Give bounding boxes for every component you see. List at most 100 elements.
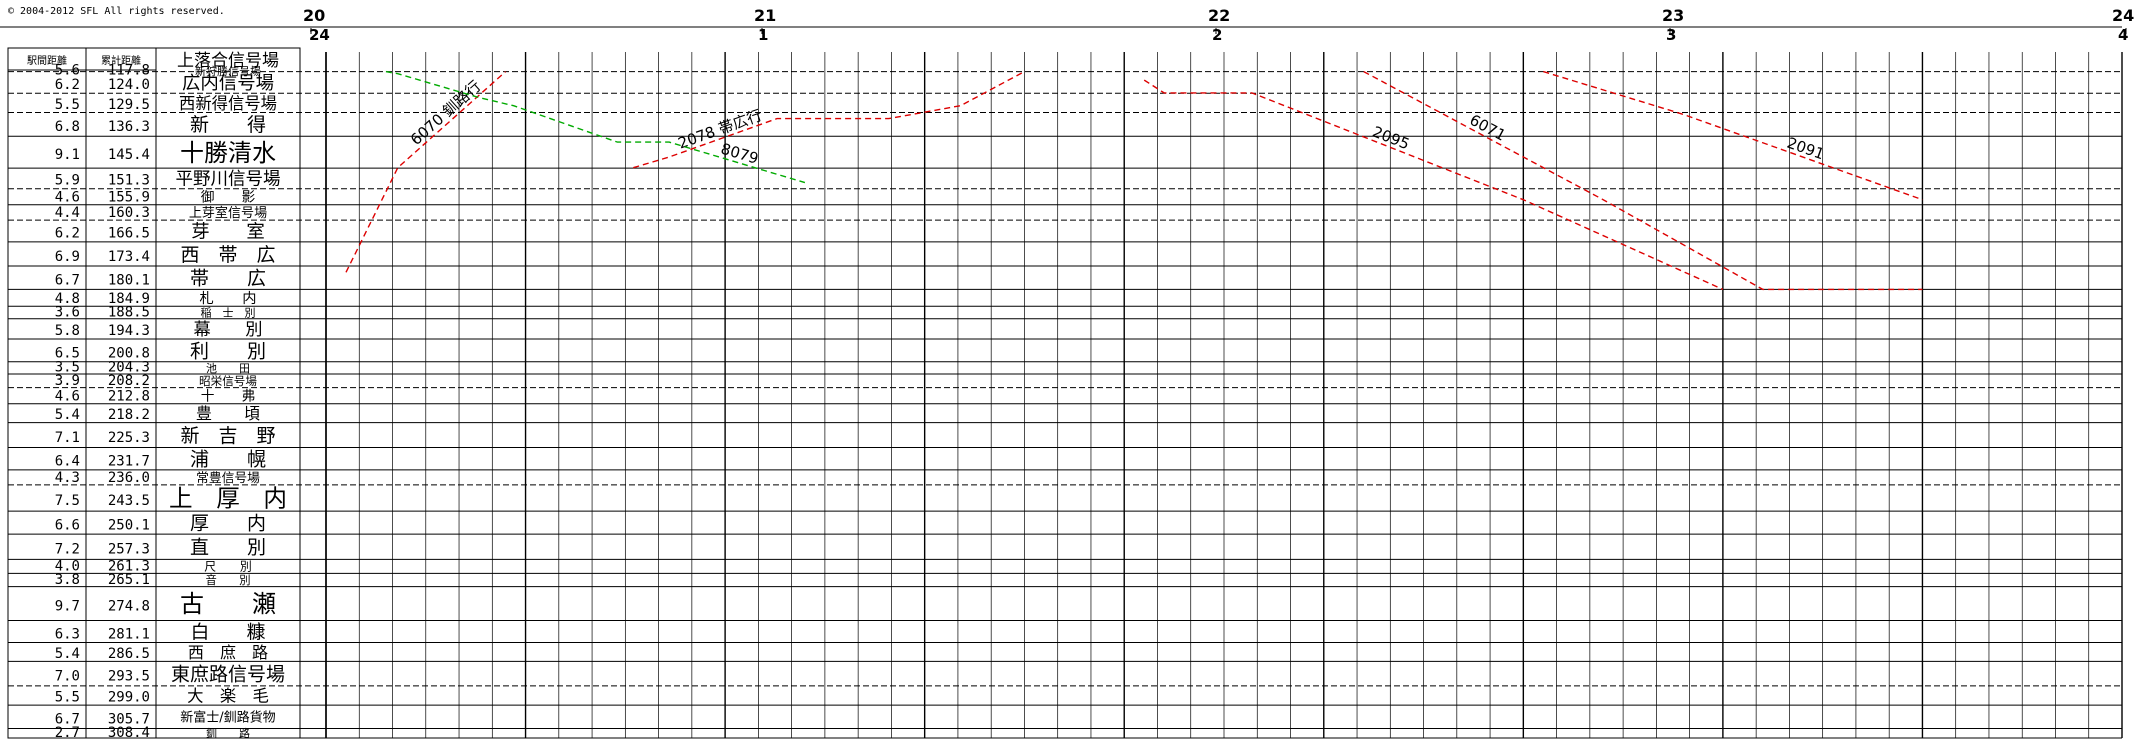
station-interval: 3.8 (55, 572, 80, 588)
header-hour-top: 20 (303, 6, 325, 25)
station-interval: 6.6 (55, 517, 80, 533)
station-name: 豊 頃 (196, 404, 260, 423)
station-interval: 7.2 (55, 542, 80, 558)
station-cumulative: 208.2 (108, 373, 150, 389)
station-cumulative: 274.8 (108, 598, 150, 614)
header-hour-top: 23 (1662, 6, 1684, 25)
station-cumulative: 286.5 (108, 646, 150, 662)
station-interval: 6.3 (55, 626, 80, 642)
station-cumulative: 204.3 (108, 360, 150, 376)
station-name: 白 糠 (191, 621, 266, 643)
station-interval: 3.6 (55, 304, 80, 320)
station-name: 上芽室信号場 (189, 205, 267, 221)
train-number-label: 2095 (1370, 123, 1412, 154)
copyright-notice: © 2004-2012 SFL All rights reserved. (8, 6, 225, 17)
station-name: 札 内 (199, 290, 256, 307)
station-cumulative: 212.8 (108, 389, 150, 405)
station-cumulative: 250.1 (108, 517, 150, 533)
station-interval: 7.5 (55, 493, 80, 509)
station-interval: 5.8 (55, 323, 80, 339)
station-name: 浦 幌 (190, 448, 266, 470)
station-cumulative: 136.3 (108, 119, 150, 135)
station-interval: 5.4 (55, 407, 80, 423)
station-cumulative: 200.8 (108, 345, 150, 361)
start-station-name: 上落合信号場 (177, 51, 279, 71)
header-hour-bottom: 3 (1666, 26, 1676, 44)
station-interval: 4.6 (55, 190, 80, 206)
station-interval: 4.8 (55, 291, 80, 307)
station-name: 大 楽 毛 (187, 686, 269, 705)
station-interval: 7.1 (55, 430, 80, 446)
header-hour-bottom: 24 (309, 26, 330, 44)
station-cumulative: 308.4 (108, 725, 150, 741)
station-cumulative: 261.3 (108, 559, 150, 575)
station-interval: 7.0 (55, 669, 80, 685)
station-interval: 3.5 (55, 360, 80, 376)
station-name: 厚 内 (190, 512, 266, 534)
station-interval: 5.4 (55, 646, 80, 662)
station-cumulative: 155.9 (108, 190, 150, 206)
header-hour-bottom: 4 (2118, 26, 2128, 44)
station-cumulative: 218.2 (108, 407, 150, 423)
station-cumulative: 173.4 (108, 249, 150, 265)
station-cumulative: 124.0 (108, 77, 150, 93)
station-name: 古 瀬 (180, 590, 276, 618)
train-number-label: 6071 (1467, 111, 1509, 145)
header-hour-top: 21 (754, 6, 776, 25)
station-name: 平野川信号場 (175, 170, 280, 190)
station-interval: 4.6 (55, 389, 80, 405)
station-cumulative: 184.9 (108, 291, 150, 307)
station-cumulative: 305.7 (108, 712, 150, 728)
station-name: 尺 別 (204, 560, 252, 574)
station-interval: 5.9 (55, 173, 80, 189)
station-name: 昭栄信号場 (199, 374, 257, 388)
station-name: 稲 士 別 (201, 306, 256, 319)
train-path (1543, 70, 1923, 201)
station-name: 十 弗 (201, 389, 256, 405)
cumulative-column-header: 累計距離 (101, 54, 141, 67)
station-cumulative: 236.0 (108, 470, 150, 486)
header-hour-top: 24 (2112, 6, 2134, 25)
station-name: 上 厚 内 (169, 484, 287, 512)
station-interval: 5.5 (55, 689, 80, 705)
station-interval: 6.2 (55, 226, 80, 242)
train-path (345, 71, 507, 273)
station-name: 西新得信号場 (179, 94, 277, 113)
station-cumulative: 293.5 (108, 669, 150, 685)
header-hour-bottom: 2 (1212, 26, 1222, 44)
station-name: 芽 室 (191, 222, 265, 243)
train-path (633, 70, 1025, 169)
station-interval: 6.4 (55, 453, 80, 469)
station-cumulative: 225.3 (108, 430, 150, 446)
station-name: 新富士/釧路貨物 (180, 710, 275, 726)
header-hour-top: 22 (1208, 6, 1230, 25)
station-name: 直 別 (190, 537, 266, 559)
station-interval: 4.4 (55, 205, 80, 221)
station-interval: 5.5 (55, 97, 80, 113)
station-name: 常豊信号場 (196, 471, 260, 486)
station-cumulative: 188.5 (108, 304, 150, 320)
station-interval: 4.0 (55, 559, 80, 575)
station-interval: 6.9 (55, 249, 80, 265)
station-cumulative: 166.5 (108, 226, 150, 242)
station-name: 東庶路信号場 (171, 664, 285, 686)
train-number-label: 2091 (1785, 134, 1827, 164)
station-cumulative: 180.1 (108, 273, 150, 289)
station-name: 西 庶 路 (188, 643, 268, 662)
station-interval: 2.7 (55, 725, 80, 741)
train-number-label: 2078 帯広行 (676, 106, 765, 152)
station-cumulative: 129.5 (108, 97, 150, 113)
station-name: 幕 別 (194, 320, 263, 340)
station-interval: 6.8 (55, 119, 80, 135)
station-name: 広内信号場 (182, 73, 274, 94)
train-path (1143, 79, 1724, 291)
station-cumulative: 281.1 (108, 626, 150, 642)
train-path (1363, 70, 1923, 291)
station-interval: 6.2 (55, 77, 80, 93)
station-interval: 3.9 (55, 373, 80, 389)
station-interval: 9.1 (55, 147, 80, 163)
station-interval: 6.5 (55, 345, 80, 361)
station-name: 新 得 (190, 114, 266, 136)
station-cumulative: 257.3 (108, 542, 150, 558)
